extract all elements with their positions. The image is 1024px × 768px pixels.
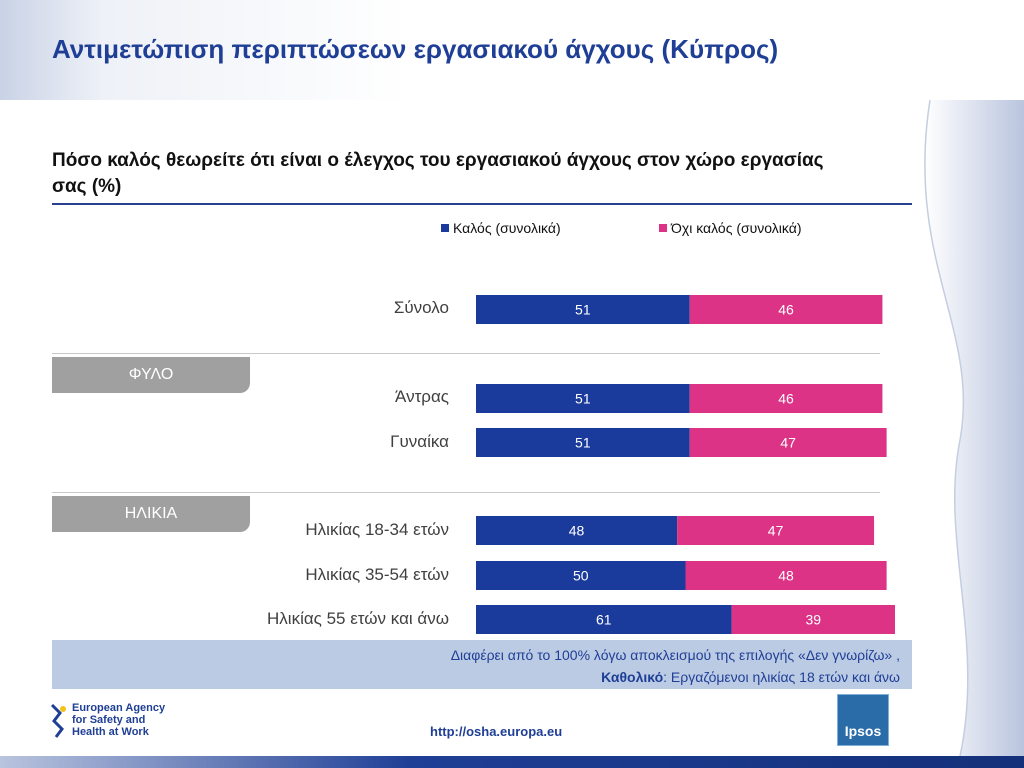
data-label-not-good-age-18-34: 47 bbox=[768, 523, 784, 539]
question-text: Πόσο καλός θεωρείτε ότι είναι ο έλεγχος … bbox=[52, 150, 824, 197]
bar-not-good-women bbox=[689, 428, 887, 457]
bar-good-women bbox=[476, 428, 690, 457]
data-label-not-good-age-55-plus: 39 bbox=[806, 612, 822, 628]
eu-osha-logo[interactable]: European Agency for Safety and Health at… bbox=[48, 699, 178, 743]
legend-item-good: Καλός (συνολικά) bbox=[441, 220, 561, 236]
bottom-bar bbox=[0, 756, 1024, 768]
footnote-base: Καθολικό: Εργαζόμενοι ηλικίας 18 ετών κα… bbox=[601, 669, 900, 685]
data-label-good-age-18-34: 48 bbox=[569, 523, 585, 539]
header-band bbox=[0, 0, 1024, 100]
footnote-base-text: : Εργαζόμενοι ηλικίας 18 ετών και άνω bbox=[663, 669, 900, 685]
legend-label-not-good: Όχι καλός (συνολικά) bbox=[671, 220, 802, 236]
row-label-age-35-54: Ηλικίας 35-54 ετών bbox=[305, 565, 449, 584]
question-rule bbox=[52, 203, 912, 205]
bar-not-good-age-55-plus bbox=[731, 605, 895, 634]
bar-good-age-35-54 bbox=[476, 561, 686, 590]
data-label-good-age-55-plus: 61 bbox=[596, 612, 612, 628]
legend-swatch-good bbox=[441, 224, 449, 233]
data-label-good-total: 51 bbox=[575, 302, 591, 318]
bar-good-men bbox=[476, 384, 690, 413]
bar-not-good-age-35-54 bbox=[685, 561, 887, 590]
data-label-good-age-35-54: 50 bbox=[573, 568, 589, 584]
group-tag-age: ΗΛΙΚΙΑ bbox=[52, 496, 250, 532]
data-label-not-good-total: 46 bbox=[778, 302, 794, 318]
data-label-good-men: 51 bbox=[575, 391, 591, 407]
legend-item-not-good: Όχι καλός (συνολικά) bbox=[659, 220, 802, 236]
data-label-not-good-age-35-54: 48 bbox=[778, 568, 794, 584]
bar-not-good-total bbox=[689, 295, 883, 324]
row-label-men: Άντρας bbox=[395, 387, 449, 406]
footnote-box: Διαφέρει από το 100% λόγω αποκλεισμού τη… bbox=[52, 640, 912, 689]
footnote-base-label: Καθολικό bbox=[601, 669, 664, 685]
data-label-good-women: 51 bbox=[575, 435, 591, 451]
ipsos-logo-text: Ipsos bbox=[844, 723, 882, 739]
row-label-women: Γυναίκα bbox=[390, 432, 449, 451]
legend-swatch-not-good bbox=[659, 224, 667, 233]
separator-age bbox=[52, 492, 880, 493]
ipsos-logo: Ipsos bbox=[837, 694, 889, 746]
bar-good-age-55-plus bbox=[476, 605, 732, 634]
data-label-not-good-men: 46 bbox=[778, 391, 794, 407]
row-label-total: Σύνολο bbox=[393, 298, 449, 317]
bar-not-good-men bbox=[689, 384, 883, 413]
bar-good-total bbox=[476, 295, 690, 324]
group-tag-sex: ΦΥΛΟ bbox=[52, 357, 250, 393]
row-label-age-18-34: Ηλικίας 18-34 ετών bbox=[305, 520, 449, 539]
eu-osha-logo-icon bbox=[50, 703, 66, 738]
footnote-line: Διαφέρει από το 100% λόγω αποκλεισμού τη… bbox=[450, 647, 900, 663]
bar-not-good-age-18-34 bbox=[677, 516, 875, 545]
bar-good-age-18-34 bbox=[476, 516, 678, 545]
page-title: Αντιμετώπιση περιπτώσεων εργασιακού άγχο… bbox=[52, 34, 779, 64]
eu-osha-logo-text: European Agency for Safety and Health at… bbox=[72, 702, 166, 738]
legend-label-good: Καλός (συνολικά) bbox=[453, 220, 561, 236]
data-label-not-good-women: 47 bbox=[780, 435, 796, 451]
row-label-age-55-plus: Ηλικίας 55 ετών και άνω bbox=[267, 609, 449, 628]
footer-url-link[interactable]: http://osha.europa.eu bbox=[430, 724, 563, 739]
separator-sex bbox=[52, 353, 880, 354]
